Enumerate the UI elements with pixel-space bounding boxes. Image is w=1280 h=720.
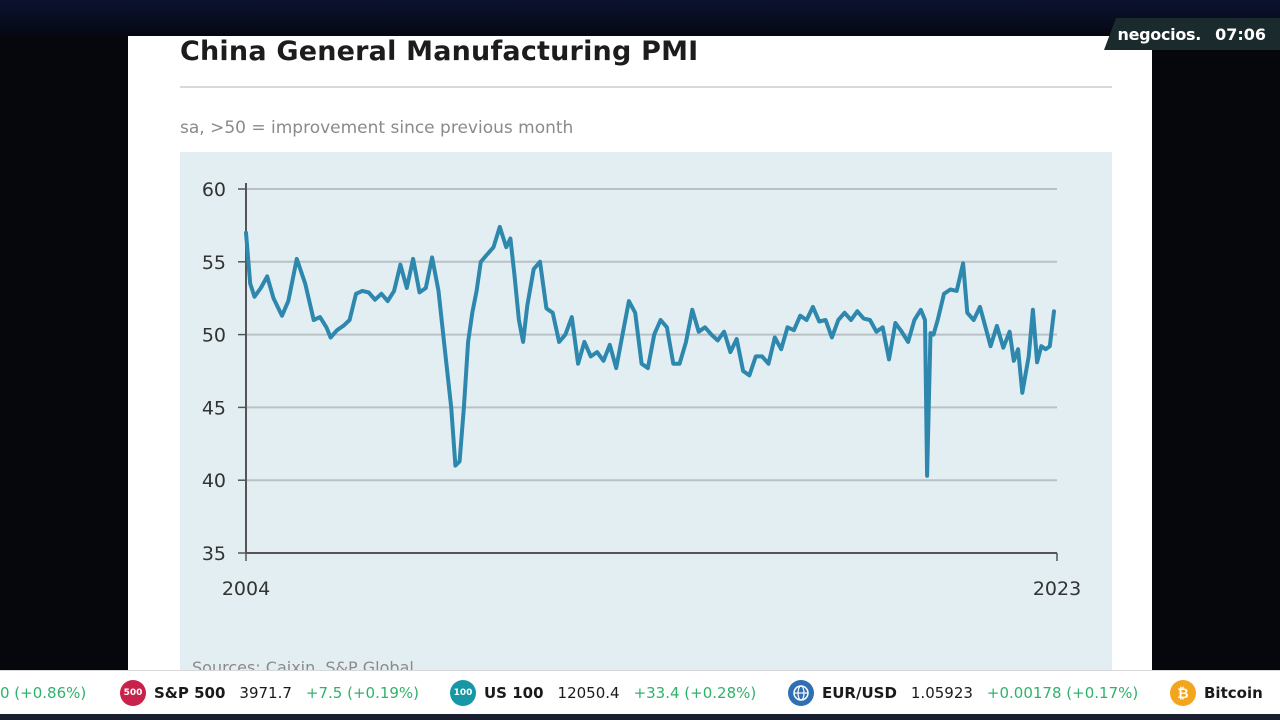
pmi-line-chart: 60 55 50 45 40 35 2004 2023 <box>202 179 1081 600</box>
market-ticker: 0 (+0.86%) 500 S&P 500 3971.7 +7.5 (+0.1… <box>0 670 1280 715</box>
screen-bottom-edge <box>0 714 1280 720</box>
ticker-change: +0.00178 (+0.17%) <box>986 684 1139 702</box>
plot-panel: 60 55 50 45 40 35 2004 2023 Sources: Caixin, S&… <box>180 152 1112 670</box>
bitcoin-icon: ₿ <box>1170 680 1196 706</box>
ticker-item-eurusd: EUR/USD 1.05923 +0.00178 (+0.17%) <box>788 671 1138 715</box>
y-tick-label: 55 <box>202 252 226 274</box>
ticker-value: 3971.7 <box>239 684 292 702</box>
x-tick-label: 2023 <box>1033 578 1081 600</box>
channel-badge: negocios. 07:06 <box>1104 18 1280 50</box>
y-tick-label: 60 <box>202 179 226 201</box>
channel-logo: negocios. <box>1117 24 1202 44</box>
ticker-name: US 100 <box>484 684 544 702</box>
ticker-change: +7.5 (+0.19%) <box>305 684 420 702</box>
broadcast-clock: 07:06 <box>1215 24 1266 44</box>
title-divider <box>180 86 1112 88</box>
ticker-item-partial: 0 (+0.86%) <box>0 671 86 715</box>
chart-title: China General Manufacturing PMI <box>180 36 699 67</box>
ticker-item-us100: 100 US 100 12050.4 +33.4 (+0.28%) <box>450 671 756 715</box>
chart-subtitle: sa, >50 = improvement since previous mon… <box>180 118 574 138</box>
sp500-icon: 500 <box>120 680 146 706</box>
ticker-change: 0 (+0.86%) <box>0 684 87 702</box>
globe-icon <box>788 680 814 706</box>
y-tick-label: 50 <box>202 325 226 347</box>
ticker-name: S&P 500 <box>154 684 226 702</box>
ticker-item-sp500: 500 S&P 500 3971.7 +7.5 (+0.19%) <box>120 671 419 715</box>
x-tick-label: 2004 <box>222 578 270 600</box>
y-tick-label: 45 <box>202 397 226 419</box>
ticker-item-bitcoin: ₿ Bitcoin <box>1170 671 1263 715</box>
y-tick-label: 40 <box>202 470 226 492</box>
ticker-value: 1.05923 <box>910 684 973 702</box>
broadcast-top-bar <box>0 0 1280 36</box>
y-tick-label: 35 <box>202 543 226 565</box>
ticker-change: +33.4 (+0.28%) <box>633 684 757 702</box>
pmi-series-line <box>244 224 1056 478</box>
ticker-name: EUR/USD <box>822 684 897 702</box>
ticker-name: Bitcoin <box>1204 684 1263 702</box>
ticker-value: 12050.4 <box>557 684 620 702</box>
chart-source: Sources: Caixin, S&P Global <box>192 658 414 670</box>
us100-icon: 100 <box>450 680 476 706</box>
chart-slide: China General Manufacturing PMI sa, >50 … <box>128 36 1152 670</box>
